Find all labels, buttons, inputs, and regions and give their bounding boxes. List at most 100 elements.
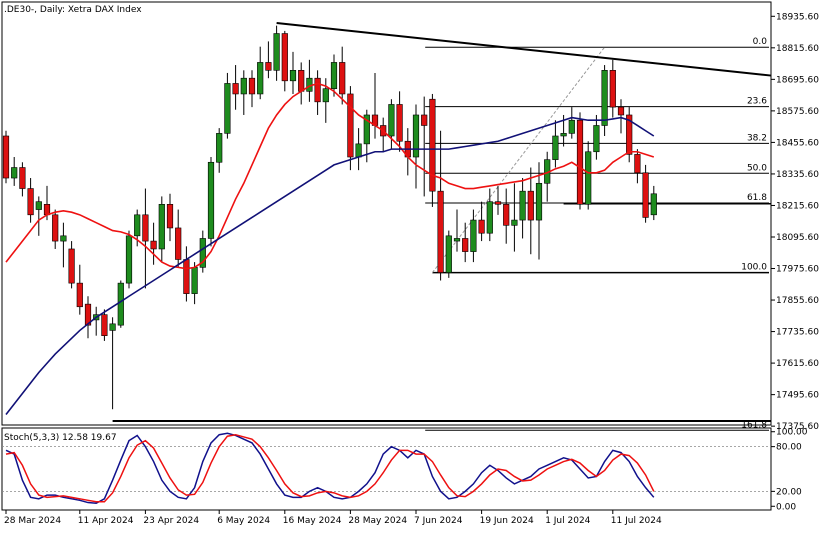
candle-body [634,154,641,174]
stochastic-panel [2,432,771,505]
candle-body [216,133,223,163]
candle-body [273,33,280,71]
candle-body [11,167,18,179]
trend-line [276,22,772,77]
candle-body [298,70,305,92]
stoch-y-tick-label: 0.00 [776,502,796,512]
candle-body [199,238,206,268]
candle-body [650,193,657,216]
candle-body [453,238,461,242]
candle-body [626,114,633,155]
chart-frames [1,1,772,511]
candle-body [35,201,42,210]
candle-body [511,219,518,226]
candle-body [60,235,67,242]
candle-body [593,125,600,153]
moving-averages [5,82,655,415]
fibonacci-levels: 0.0 23.6 38.2 50.0 61.8 100.0 161.8 [425,37,769,431]
fibonacci-label: 61.8 [747,193,767,203]
candle-body [289,70,297,82]
candle-body [527,190,534,221]
candle-body [396,104,403,142]
candle-body [76,282,83,308]
candle-body [642,172,649,218]
x-tick-label: 23 Apr 2024 [143,516,199,526]
candle-body [101,314,108,336]
y-tick-label: 17495.60 [776,391,819,401]
stoch-y-tick-label: 100.00 [776,428,808,438]
candle-body [314,77,321,103]
candle-body [248,77,256,95]
y-tick-label: 17735.60 [776,328,819,338]
candle-body [224,83,231,134]
y-tick-label: 18695.60 [776,75,819,85]
y-tick-label: 17975.60 [776,265,819,275]
candlesticks [2,25,657,410]
candle-body [585,151,592,205]
candle-body [2,135,10,179]
price-panel-frame [1,1,772,426]
candle-body [158,204,165,250]
candle-body [257,62,264,95]
fibonacci-label: 38.2 [747,133,767,143]
candle-body [183,259,190,294]
candle-body [421,114,428,126]
x-tick-label: 19 Jun 2024 [480,516,534,526]
candle-body [191,267,198,294]
candle-body [470,219,477,252]
candle-body [207,161,215,239]
fibonacci-anchor-line [432,46,605,273]
candle-body [503,204,510,226]
fibonacci-label: 50.0 [747,163,767,173]
candle-body [462,238,469,252]
candle-body [355,143,362,158]
candle-body [27,188,34,216]
x-tick-label: 28 Mar 2024 [4,516,61,526]
candle-body [363,114,370,145]
candle-body [519,190,526,221]
slow-moving-average-line [5,116,655,415]
x-tick-label: 16 May 2024 [283,516,342,526]
candle-body [117,282,124,326]
candle-body [175,227,182,260]
x-tick-label: 1 Jul 2024 [545,516,590,526]
y-tick-label: 18935.60 [776,12,819,22]
candle-body [322,88,329,103]
candle-body [52,214,59,242]
x-tick-label: 7 Jun 2024 [414,516,463,526]
candle-body [281,33,288,82]
stoch-panel-frame [1,427,772,511]
fibonacci-label: 0.0 [753,37,768,47]
candle-body [330,62,338,90]
y-tick-label: 18815.60 [776,44,819,54]
candle-body [125,235,133,284]
y-tick-label: 18335.60 [776,170,819,180]
stoch-main-line [5,432,655,505]
candle-body [166,204,174,229]
axes: 18935.60 18815.60 18695.60 18575.60 18455.60… [4,12,819,526]
fast-moving-average-line [5,82,655,270]
candle-body [552,135,559,160]
candle-body [617,106,625,116]
candle-body [609,70,616,108]
candle-body [109,323,116,331]
candle-body [265,62,272,71]
fibonacci-label: 161.8 [741,420,767,430]
stoch-signal-line [5,433,655,503]
candle-body [388,104,395,137]
candle-body [134,214,141,237]
y-tick-label: 17375.60 [776,422,819,432]
candle-body [150,240,157,250]
candle-body [43,204,51,216]
candle-body [339,62,346,95]
oscillator-label: Stoch(5,3,3) 12.58 19.67 [4,433,117,443]
y-tick-label: 18215.60 [776,201,819,211]
candle-body [568,119,575,134]
x-tick-label: 11 Jul 2024 [611,516,662,526]
x-tick-label: 11 Apr 2024 [78,516,134,526]
y-tick-label: 18575.60 [776,107,819,117]
y-tick-label: 17615.60 [776,359,819,369]
candle-body [68,248,75,284]
chart-title: .DE30-, Daily: Xetra DAX Index [4,5,142,15]
